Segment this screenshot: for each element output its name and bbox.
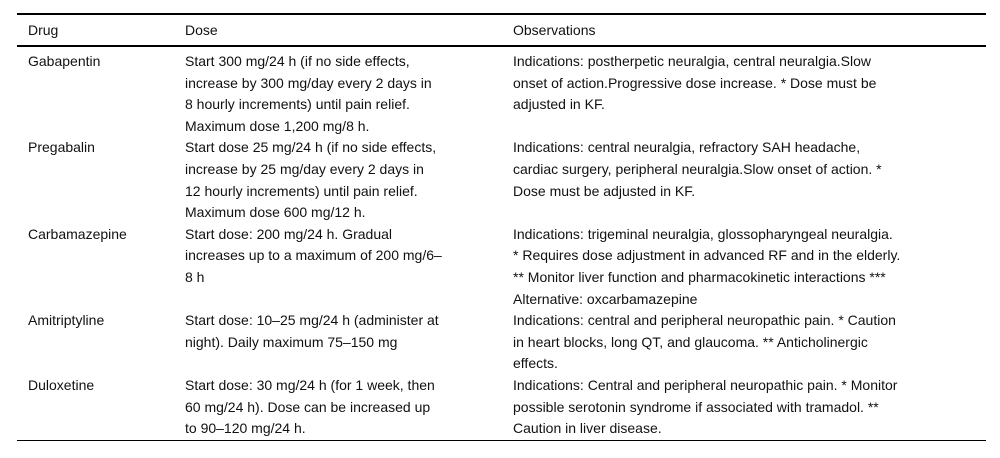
column-header-dose: Dose: [185, 14, 513, 47]
drug-name-cell: Carbamazepine: [28, 225, 127, 242]
observations-cell: Indications: Central and peripheral neur…: [513, 376, 898, 437]
header-row: Drug Dose Observations: [17, 14, 986, 47]
dose-cell: Start dose: 10–25 mg/24 h (administer at…: [185, 312, 439, 350]
table-row: Carbamazepine Start dose: 200 mg/24 h. G…: [17, 224, 986, 310]
table-row: Amitriptyline Start dose: 10–25 mg/24 h …: [17, 310, 986, 375]
table-header: Drug Dose Observations: [17, 14, 986, 47]
table-row: Duloxetine Start dose: 30 mg/24 h (for 1…: [17, 375, 986, 440]
drug-name-cell: Gabapentin: [28, 53, 101, 69]
table-body: Gabapentin Start 300 mg/24 h (if no side…: [17, 46, 986, 440]
observations-cell: Indications: postherpetic neuralgia, cen…: [513, 53, 877, 113]
dose-cell: Start 300 mg/24 h (if no side effects, i…: [185, 53, 432, 134]
observations-cell: Indications: trigeminal neuralgia, gloss…: [513, 225, 901, 307]
observations-cell: Indications: central and peripheral neur…: [513, 312, 896, 372]
dose-cell: Start dose: 200 mg/24 h. Gradual increas…: [185, 225, 442, 285]
table-row: Pregabalin Start dose 25 mg/24 h (if no …: [17, 137, 986, 223]
dose-cell: Start dose 25 mg/24 h (if no side effect…: [185, 139, 437, 221]
drug-name-cell: Duloxetine: [28, 376, 95, 393]
drug-name-cell: Amitriptyline: [28, 312, 105, 329]
observations-cell: Indications: central neuralgia, refracto…: [513, 139, 882, 199]
column-header-observations: Observations: [513, 14, 986, 47]
dose-cell: Start dose: 30 mg/24 h (for 1 week, then…: [185, 376, 435, 437]
column-header-drug: Drug: [17, 14, 185, 47]
drug-dosing-table: Drug Dose Observations Gabapentin Start …: [17, 13, 986, 441]
table-row: Gabapentin Start 300 mg/24 h (if no side…: [17, 46, 986, 137]
drug-name-cell: Pregabalin: [28, 139, 95, 156]
